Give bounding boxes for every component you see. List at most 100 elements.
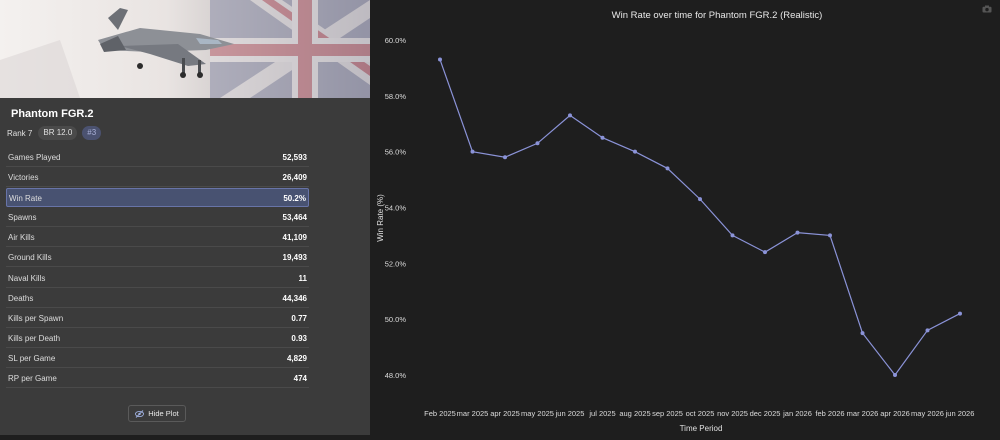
y-tick-label: 56.0% bbox=[385, 148, 407, 157]
x-tick-label: sep 2025 bbox=[652, 409, 683, 418]
x-tick-label: jun 2026 bbox=[945, 409, 975, 418]
stat-value: 474 bbox=[293, 374, 307, 384]
y-tick-labels: 60.0% 58.0% 56.0% 54.0% 52.0% 50.0% 48.0% bbox=[385, 36, 407, 380]
y-tick-label: 48.0% bbox=[385, 371, 407, 380]
data-point[interactable] bbox=[958, 311, 962, 316]
stat-label: RP per Game bbox=[8, 374, 57, 384]
stat-label: Win Rate bbox=[9, 194, 42, 204]
br-badge: BR 12.0 bbox=[38, 126, 78, 140]
stat-value: 26,409 bbox=[282, 173, 307, 183]
stat-label: Naval Kills bbox=[8, 273, 46, 283]
data-point[interactable] bbox=[860, 331, 865, 336]
x-tick-label: nov 2025 bbox=[717, 409, 748, 418]
data-point[interactable] bbox=[893, 373, 897, 377]
stat-row[interactable]: Kills per Spawn 0.77 bbox=[6, 309, 309, 328]
hide-plot-label: Hide Plot bbox=[148, 409, 179, 418]
x-tick-label: apr 2026 bbox=[880, 409, 910, 418]
data-point[interactable] bbox=[730, 233, 735, 238]
tag-badge: #3 bbox=[82, 126, 102, 140]
data-point[interactable] bbox=[828, 233, 832, 238]
stat-row[interactable]: Ground Kills 19,493 bbox=[6, 248, 309, 268]
stat-row[interactable]: Deaths 44,346 bbox=[6, 289, 309, 308]
x-tick-label: dec 2025 bbox=[750, 409, 781, 418]
y-tick-label: 60.0% bbox=[385, 36, 407, 45]
x-tick-label: jun 2025 bbox=[555, 409, 585, 418]
y-axis-label: Win Rate (%) bbox=[376, 194, 385, 242]
data-point[interactable] bbox=[535, 141, 540, 146]
stat-row[interactable]: Spawns 53,464 bbox=[6, 208, 309, 228]
y-tick-label: 58.0% bbox=[385, 92, 407, 101]
stat-value: 41,109 bbox=[282, 233, 307, 243]
camera-icon[interactable] bbox=[982, 5, 992, 13]
vehicle-name: Phantom FGR.2 bbox=[11, 108, 94, 120]
y-tick-label: 54.0% bbox=[385, 204, 407, 213]
line-chart: Win Rate over time for Phantom FGR.2 (Re… bbox=[376, 10, 974, 433]
x-axis-label: Time Period bbox=[680, 424, 723, 433]
stat-row[interactable]: Air Kills 41,109 bbox=[6, 228, 309, 248]
stat-row[interactable]: RP per Game 474 bbox=[6, 369, 309, 389]
stat-label: Deaths bbox=[8, 293, 34, 303]
eye-slash-icon bbox=[135, 409, 145, 418]
stat-row[interactable]: Victories 26,409 bbox=[6, 168, 309, 188]
stat-label: SL per Game bbox=[8, 353, 56, 363]
stat-value: 50.2% bbox=[283, 194, 306, 204]
win-rate-chart: Win Rate over time for Phantom FGR.2 (Re… bbox=[372, 0, 1000, 435]
stat-row[interactable]: SL per Game 4,829 bbox=[6, 349, 309, 368]
x-tick-label: mar 2026 bbox=[847, 409, 879, 418]
stat-row[interactable]: Naval Kills 11 bbox=[6, 269, 309, 288]
x-tick-label: jan 2026 bbox=[782, 409, 812, 418]
y-tick-label: 52.0% bbox=[385, 259, 407, 268]
x-tick-label: may 2026 bbox=[911, 409, 944, 418]
stat-row[interactable]: Kills per Death 0.93 bbox=[6, 329, 309, 348]
stat-value: 52,593 bbox=[282, 153, 307, 162]
data-point[interactable] bbox=[503, 155, 507, 160]
stat-value: 53,464 bbox=[282, 213, 307, 223]
x-tick-label: Feb 2025 bbox=[424, 409, 456, 418]
data-point[interactable] bbox=[665, 166, 670, 171]
data-point[interactable] bbox=[795, 230, 800, 235]
vehicle-badges: Rank 7 BR 12.0 #3 bbox=[6, 126, 102, 140]
stat-label: Victories bbox=[8, 173, 39, 183]
stat-value: 44,346 bbox=[282, 293, 307, 303]
vehicle-panel: Phantom FGR.2 Rank 7 BR 12.0 #3 Games Pl… bbox=[0, 0, 370, 435]
stat-label: Spawns bbox=[8, 213, 37, 223]
x-tick-label: mar 2025 bbox=[457, 409, 489, 418]
stat-label: Air Kills bbox=[8, 233, 35, 243]
x-tick-label: feb 2026 bbox=[815, 409, 844, 418]
vehicle-banner bbox=[0, 0, 370, 98]
union-flag-aircraft-image bbox=[0, 0, 370, 98]
stat-value: 0.77 bbox=[291, 313, 307, 323]
x-tick-label: oct 2025 bbox=[686, 409, 715, 418]
data-point[interactable] bbox=[925, 328, 930, 333]
data-point[interactable] bbox=[763, 250, 767, 255]
chart-title: Win Rate over time for Phantom FGR.2 (Re… bbox=[612, 10, 823, 21]
stat-label: Kills per Death bbox=[8, 333, 61, 343]
x-tick-label: aug 2025 bbox=[619, 409, 650, 418]
series-line bbox=[439, 59, 961, 376]
stat-row[interactable]: Win Rate 50.2% bbox=[6, 188, 309, 208]
stats-list: Games Played 52,593 Victories 26,409 Win Rat… bbox=[6, 148, 309, 389]
data-point[interactable] bbox=[698, 197, 702, 202]
x-tick-label: may 2025 bbox=[521, 409, 554, 418]
data-point[interactable] bbox=[470, 149, 475, 154]
data-point[interactable] bbox=[438, 57, 442, 62]
stat-label: Kills per Spawn bbox=[8, 313, 64, 323]
stat-label: Games Played bbox=[8, 153, 61, 162]
aircraft-icon bbox=[98, 8, 234, 78]
x-tick-labels: Feb 2025 mar 2025 apr 2025 may 2025 jun 2025… bbox=[424, 409, 974, 418]
data-point[interactable] bbox=[600, 135, 605, 140]
stat-row[interactable]: Games Played 52,593 bbox=[6, 148, 309, 167]
stat-value: 0.93 bbox=[291, 333, 307, 343]
x-tick-label: apr 2025 bbox=[490, 409, 520, 418]
stat-label: Ground Kills bbox=[8, 253, 52, 263]
stat-value: 11 bbox=[298, 273, 307, 283]
rank-label: Rank 7 bbox=[7, 128, 33, 138]
series-win-rate bbox=[438, 57, 962, 377]
data-point[interactable] bbox=[568, 113, 572, 118]
hide-plot-button[interactable]: Hide Plot bbox=[128, 405, 186, 422]
data-point[interactable] bbox=[633, 149, 637, 154]
stat-value: 4,829 bbox=[286, 353, 307, 363]
x-tick-label: jul 2025 bbox=[588, 409, 615, 418]
stat-value: 19,493 bbox=[282, 253, 307, 263]
y-tick-label: 50.0% bbox=[385, 315, 407, 324]
